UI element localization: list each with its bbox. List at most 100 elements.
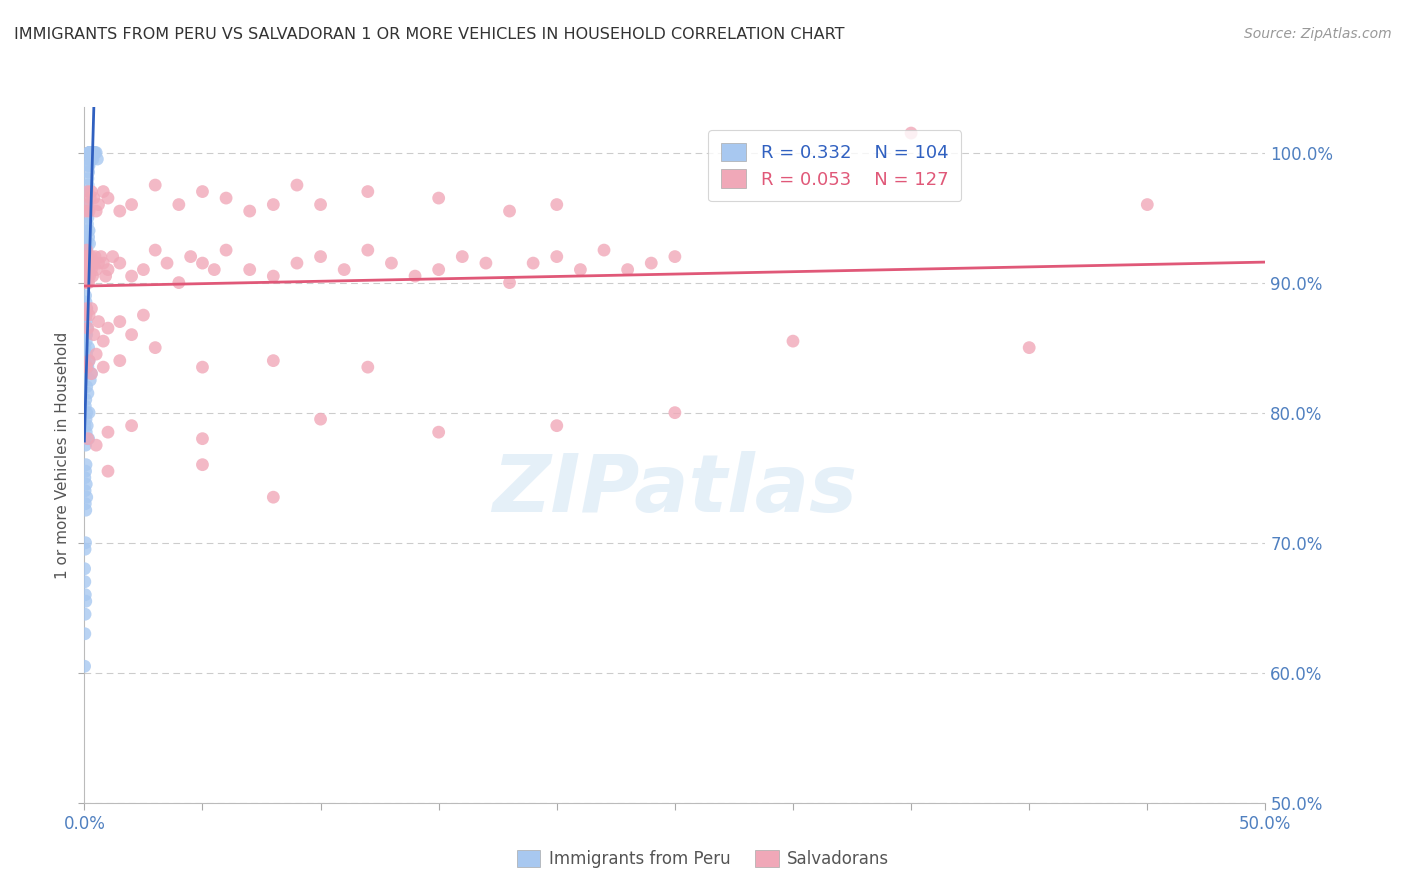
Point xyxy=(91,360,114,375)
Point xyxy=(75,477,97,491)
Point xyxy=(84,204,107,219)
Point xyxy=(79,145,101,160)
Point xyxy=(76,262,98,277)
Point xyxy=(108,353,131,368)
Point xyxy=(239,262,262,277)
Point xyxy=(75,308,97,322)
Point xyxy=(664,406,686,420)
Point xyxy=(76,236,98,251)
Point xyxy=(76,327,98,342)
Y-axis label: 1 or more Vehicles in Household: 1 or more Vehicles in Household xyxy=(55,331,70,579)
Point xyxy=(108,204,131,219)
Point xyxy=(80,145,103,160)
Point xyxy=(546,197,568,211)
Point xyxy=(77,256,100,270)
Point xyxy=(97,464,120,478)
Point xyxy=(84,250,107,264)
Point xyxy=(75,497,97,511)
Point xyxy=(215,191,238,205)
Point xyxy=(75,367,97,381)
Point xyxy=(309,250,332,264)
Point xyxy=(215,243,238,257)
Point xyxy=(84,262,107,277)
Point xyxy=(75,250,97,264)
Point xyxy=(79,145,101,160)
Point xyxy=(77,360,100,375)
Text: IMMIGRANTS FROM PERU VS SALVADORAN 1 OR MORE VEHICLES IN HOUSEHOLD CORRELATION C: IMMIGRANTS FROM PERU VS SALVADORAN 1 OR … xyxy=(14,27,845,42)
Point xyxy=(309,197,332,211)
Point xyxy=(75,535,97,549)
Point xyxy=(84,145,107,160)
Point xyxy=(75,464,97,478)
Point xyxy=(77,353,100,368)
Point xyxy=(73,626,96,640)
Point xyxy=(427,262,450,277)
Point xyxy=(82,269,104,284)
Point xyxy=(333,262,356,277)
Text: ZIPatlas: ZIPatlas xyxy=(492,450,858,529)
Point xyxy=(76,269,98,284)
Point xyxy=(262,490,284,504)
Point xyxy=(83,327,105,342)
Point xyxy=(77,432,100,446)
Point xyxy=(121,418,143,433)
Point xyxy=(75,458,97,472)
Point xyxy=(1136,197,1159,211)
Point xyxy=(616,262,638,277)
Point xyxy=(262,197,284,211)
Point xyxy=(75,432,97,446)
Point xyxy=(76,360,98,375)
Point xyxy=(76,347,98,361)
Point xyxy=(309,412,332,426)
Point xyxy=(143,243,166,257)
Point xyxy=(143,178,166,192)
Point xyxy=(73,471,96,485)
Point xyxy=(475,256,498,270)
Point xyxy=(77,152,100,166)
Point xyxy=(75,295,97,310)
Point xyxy=(640,256,662,270)
Point xyxy=(75,503,97,517)
Point xyxy=(77,159,100,173)
Point xyxy=(75,392,97,407)
Point xyxy=(77,432,100,446)
Point xyxy=(73,574,96,589)
Point xyxy=(427,425,450,439)
Point xyxy=(75,288,97,302)
Point xyxy=(285,256,308,270)
Point xyxy=(80,145,103,160)
Point xyxy=(77,406,100,420)
Point xyxy=(285,178,308,192)
Point xyxy=(121,269,143,284)
Point xyxy=(87,197,110,211)
Point xyxy=(79,145,101,160)
Point xyxy=(83,145,105,160)
Point xyxy=(80,185,103,199)
Point xyxy=(498,276,520,290)
Point xyxy=(156,256,179,270)
Point xyxy=(82,145,104,160)
Point xyxy=(91,334,114,348)
Point xyxy=(546,250,568,264)
Point xyxy=(77,211,100,225)
Point xyxy=(77,224,100,238)
Point xyxy=(101,250,124,264)
Point xyxy=(73,418,96,433)
Point xyxy=(75,276,97,290)
Point xyxy=(75,334,97,348)
Point xyxy=(75,230,97,244)
Point xyxy=(900,126,922,140)
Point xyxy=(97,425,120,439)
Point xyxy=(239,204,262,219)
Point xyxy=(76,204,98,219)
Point xyxy=(79,373,101,387)
Point xyxy=(76,406,98,420)
Point xyxy=(75,341,97,355)
Point xyxy=(77,171,100,186)
Point xyxy=(191,256,214,270)
Point xyxy=(121,197,143,211)
Point xyxy=(75,607,97,622)
Point xyxy=(90,250,112,264)
Point xyxy=(76,315,98,329)
Point xyxy=(87,256,110,270)
